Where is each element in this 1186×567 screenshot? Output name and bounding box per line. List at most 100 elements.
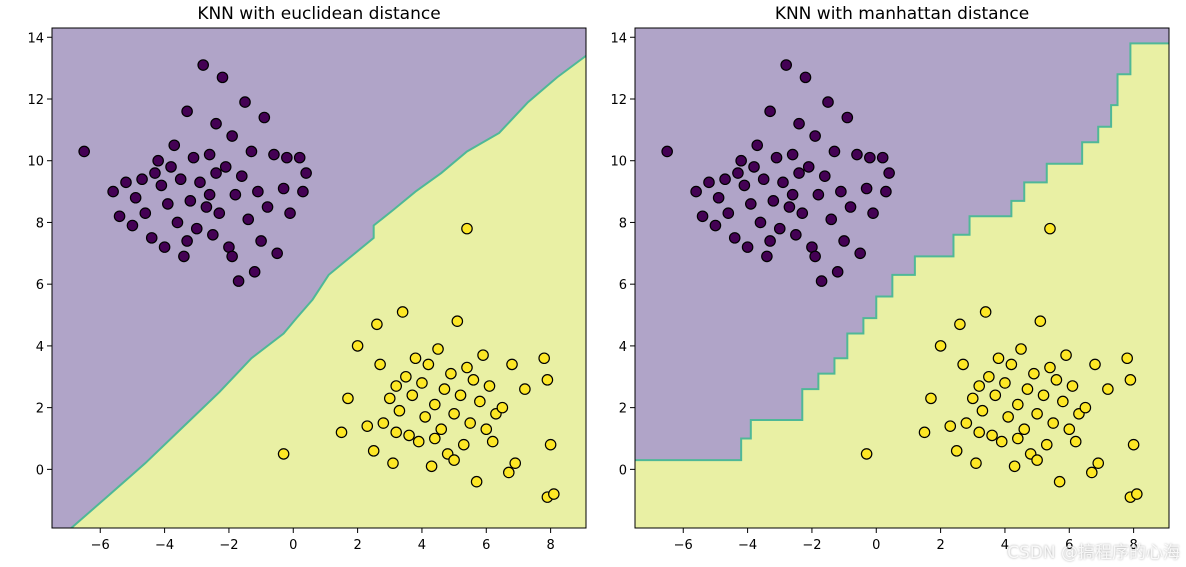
class-0-point (297, 185, 309, 198)
class-1-point (954, 318, 966, 331)
class-1-point (448, 408, 460, 420)
class-1-point (1102, 383, 1114, 395)
class-0-region (52, 28, 586, 528)
class-0-point (203, 148, 216, 161)
class-1-point (1069, 435, 1082, 448)
class-1-point (438, 383, 451, 395)
class-0-point (252, 185, 264, 198)
class-0-point (835, 185, 847, 198)
class-0-point (773, 222, 786, 235)
class-1-point (1079, 401, 1092, 414)
class-1-point (1031, 408, 1043, 420)
class-1-point (422, 358, 435, 371)
class-1-point (451, 315, 464, 328)
class-1-point (1047, 417, 1059, 429)
class-0-point (844, 201, 857, 213)
class-1-point (1012, 398, 1024, 411)
class-0-point (181, 105, 193, 118)
class-1-point (519, 383, 531, 395)
class-1-point (435, 423, 448, 436)
class-1-point (1031, 454, 1043, 466)
x-tick-label: 6 (1065, 538, 1073, 553)
class-0-point (761, 250, 773, 263)
class-1-point (448, 454, 460, 466)
class-1-point (509, 457, 522, 469)
class-0-point (158, 241, 171, 253)
class-1-point (461, 222, 473, 235)
y-tick-label: 2 (619, 402, 627, 417)
class-0-point (271, 247, 283, 260)
x-tick-label: 0 (289, 538, 297, 553)
class-1-point (1053, 475, 1066, 488)
axes-frame (634, 27, 1170, 529)
y-tick-label: 2 (36, 402, 44, 417)
class-1-point (1034, 315, 1047, 328)
class-0-point (174, 173, 187, 186)
class-0-point (248, 266, 261, 278)
class-1-point (1044, 361, 1056, 374)
decision-boundary (70, 54, 586, 528)
class-1-point (432, 343, 444, 355)
x-tick-label: −2 (802, 538, 821, 553)
class-1-point (429, 398, 441, 411)
class-0-point (745, 198, 757, 210)
class-0-region (635, 28, 1169, 461)
class-1-point (966, 392, 979, 405)
class-1-point (1057, 395, 1069, 408)
x-tick-label: 6 (482, 538, 490, 553)
class-0-point (152, 154, 164, 167)
class-1-point (461, 361, 473, 374)
class-0-point (120, 176, 132, 189)
class-0-point (851, 148, 863, 161)
class-0-point (229, 188, 242, 201)
class-0-point (738, 179, 751, 192)
class-1-point (457, 438, 470, 451)
class-0-point (129, 191, 142, 204)
class-0-point (277, 182, 290, 195)
y-tick-label: 8 (619, 216, 627, 231)
class-1-point (425, 460, 438, 473)
class-0-point (293, 151, 306, 164)
class-1-point (944, 420, 957, 432)
chart-title-euclidean: KNN with euclidean distance (197, 4, 440, 24)
class-1-point (1015, 343, 1027, 355)
class-1-point (429, 432, 441, 445)
class-1-point (999, 377, 1011, 389)
class-1-point (502, 466, 515, 479)
class-1-point (377, 417, 390, 429)
class-0-point (876, 151, 889, 164)
class-0-point (815, 275, 828, 287)
class-0-point (831, 266, 844, 278)
class-0-point (809, 130, 821, 142)
class-0-point (754, 216, 767, 229)
class-0-point (770, 151, 783, 164)
class-1-point (979, 306, 992, 318)
class-1-point (1124, 374, 1137, 386)
class-1-point (361, 420, 374, 432)
class-0-point (757, 173, 770, 186)
class-1-point (464, 417, 476, 429)
class-0-point (751, 139, 764, 152)
class-0-point (261, 201, 274, 213)
plot-area (635, 28, 1169, 528)
class-1-point (400, 370, 412, 383)
class-1-point (970, 457, 982, 469)
class-1-point (467, 374, 480, 386)
class-1-point (277, 448, 290, 460)
class-1-point (351, 340, 364, 352)
class-0-point (136, 173, 148, 186)
class-1-point (496, 401, 509, 414)
class-0-point (165, 161, 177, 173)
class-0-point (786, 148, 799, 161)
class-1-point (973, 380, 986, 392)
class-0-point (226, 130, 238, 142)
class-0-point (139, 207, 152, 219)
class-0-point (219, 161, 232, 173)
x-tick-label: −4 (155, 538, 174, 553)
class-1-point (1066, 380, 1079, 392)
class-0-point (712, 191, 725, 204)
class-0-point (825, 213, 838, 226)
class-1-point (538, 352, 550, 365)
class-0-point (268, 148, 280, 161)
